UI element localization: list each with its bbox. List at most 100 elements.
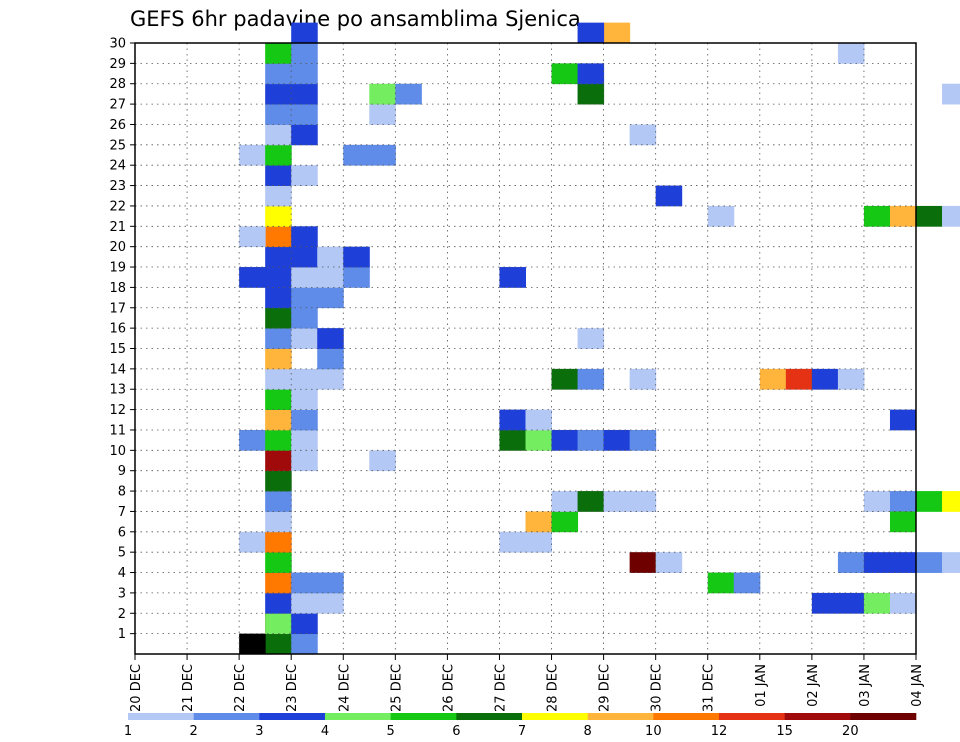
precip-cell: [265, 185, 292, 207]
precip-cell: [265, 205, 292, 227]
x-tick-label: 02 JAN: [806, 664, 821, 707]
colorbar-label: 4: [321, 724, 329, 739]
precip-cell: [916, 205, 943, 227]
precip-cell: [577, 83, 605, 105]
precip-cell: [369, 83, 396, 105]
precip-cell: [291, 592, 318, 614]
precip-cell: [265, 348, 292, 370]
precip-cell: [603, 491, 631, 512]
precip-cell: [265, 165, 292, 186]
precip-cell: [265, 572, 292, 594]
precip-cell: [785, 368, 813, 390]
y-tick-label: 16: [109, 322, 126, 337]
precip-cell: [603, 429, 631, 451]
precip-cell: [655, 185, 683, 207]
y-tick-label: 11: [109, 423, 126, 438]
x-tick-label: 23 DEC: [285, 664, 300, 712]
colorbar-swatch: [850, 713, 917, 720]
y-tick-label: 13: [109, 383, 126, 398]
precip-cell: [265, 389, 292, 410]
y-tick-label: 21: [109, 220, 126, 235]
precip-cell: [629, 429, 657, 451]
precip-cell: [265, 592, 292, 614]
precip-cell: [291, 450, 318, 472]
colorbar-label: 12: [711, 724, 728, 739]
precip-cell: [291, 287, 318, 309]
colorbar-swatch: [587, 713, 654, 720]
precip-cell: [265, 246, 292, 268]
precip-cell: [239, 531, 266, 553]
precip-cell: [291, 368, 318, 390]
y-tick-label: 12: [109, 403, 126, 418]
precip-cell: [889, 409, 917, 431]
precip-cell: [291, 572, 318, 594]
precip-cell: [499, 409, 526, 431]
y-tick-label: 2: [118, 607, 126, 622]
precip-cell: [265, 511, 292, 533]
colorbar-label: 15: [776, 724, 793, 739]
y-axis: 1234567891011121314151617181920212223242…: [109, 37, 135, 642]
y-tick-label: 14: [109, 362, 126, 377]
x-tick-label: 20 DEC: [129, 664, 144, 712]
precip-cell: [265, 450, 292, 472]
precip-cell: [603, 22, 631, 44]
precip-cell: [707, 205, 735, 227]
precip-cell: [577, 328, 605, 349]
precip-cell: [317, 287, 344, 309]
x-axis: 20 DEC 21 DEC 22 DEC 23 DEC 24 DEC 25 DEC 26 D…: [129, 654, 925, 712]
y-tick-label: 19: [109, 261, 126, 276]
precip-cell: [837, 592, 865, 614]
precip-cell: [629, 552, 657, 573]
precip-cell: [265, 328, 292, 349]
y-tick-label: 18: [109, 281, 126, 296]
precip-cell: [525, 531, 553, 553]
y-tick-label: 29: [109, 57, 126, 72]
y-tick-label: 20: [109, 240, 126, 255]
precip-cell: [863, 491, 891, 512]
x-tick-label: 31 DEC: [702, 664, 717, 712]
colorbar: 1 2 3 4 5 6 7 8 10 12 15 20: [124, 713, 917, 739]
precip-cell: [343, 267, 370, 288]
x-tick-label: 30 DEC: [650, 664, 665, 712]
colorbar-swatch: [259, 713, 326, 720]
y-tick-label: 26: [109, 118, 126, 133]
y-tick-label: 23: [109, 179, 126, 194]
y-tick-label: 27: [109, 98, 126, 113]
y-tick-label: 15: [109, 342, 126, 357]
precip-cell: [239, 633, 266, 655]
precip-cell: [551, 511, 579, 533]
precip-cell: [317, 246, 344, 268]
precip-cell: [291, 104, 318, 125]
colorbar-label: 8: [584, 724, 592, 739]
precip-cell: [369, 104, 396, 125]
precip-cell: [265, 307, 292, 329]
grid-lines: [135, 42, 916, 654]
precip-cell: [291, 267, 318, 288]
colorbar-swatch: [193, 713, 260, 720]
precip-cell: [707, 572, 735, 594]
precip-cell: [811, 592, 839, 614]
precip-cell: [265, 287, 292, 309]
precip-cell: [889, 511, 917, 533]
colorbar-swatch: [522, 713, 588, 720]
precip-cell: [577, 491, 605, 512]
precip-cell: [629, 368, 657, 390]
precip-cell: [889, 552, 917, 573]
y-tick-label: 17: [109, 301, 126, 316]
precip-cell: [265, 104, 292, 125]
x-tick-label: 24 DEC: [337, 664, 352, 712]
precip-cell: [577, 63, 605, 85]
precip-cell: [343, 144, 370, 166]
x-tick-label: 25 DEC: [389, 664, 404, 712]
y-tick-label: 25: [109, 138, 126, 153]
precip-cell: [265, 43, 292, 64]
precip-cell: [291, 328, 318, 349]
precip-cell: [499, 531, 526, 553]
precip-cell: [265, 491, 292, 512]
precip-cell: [577, 368, 605, 390]
precip-cell: [291, 409, 318, 431]
precip-cell: [343, 246, 370, 268]
precip-cell: [317, 348, 344, 370]
colorbar-swatch: [128, 713, 194, 720]
precip-cell: [291, 613, 318, 635]
